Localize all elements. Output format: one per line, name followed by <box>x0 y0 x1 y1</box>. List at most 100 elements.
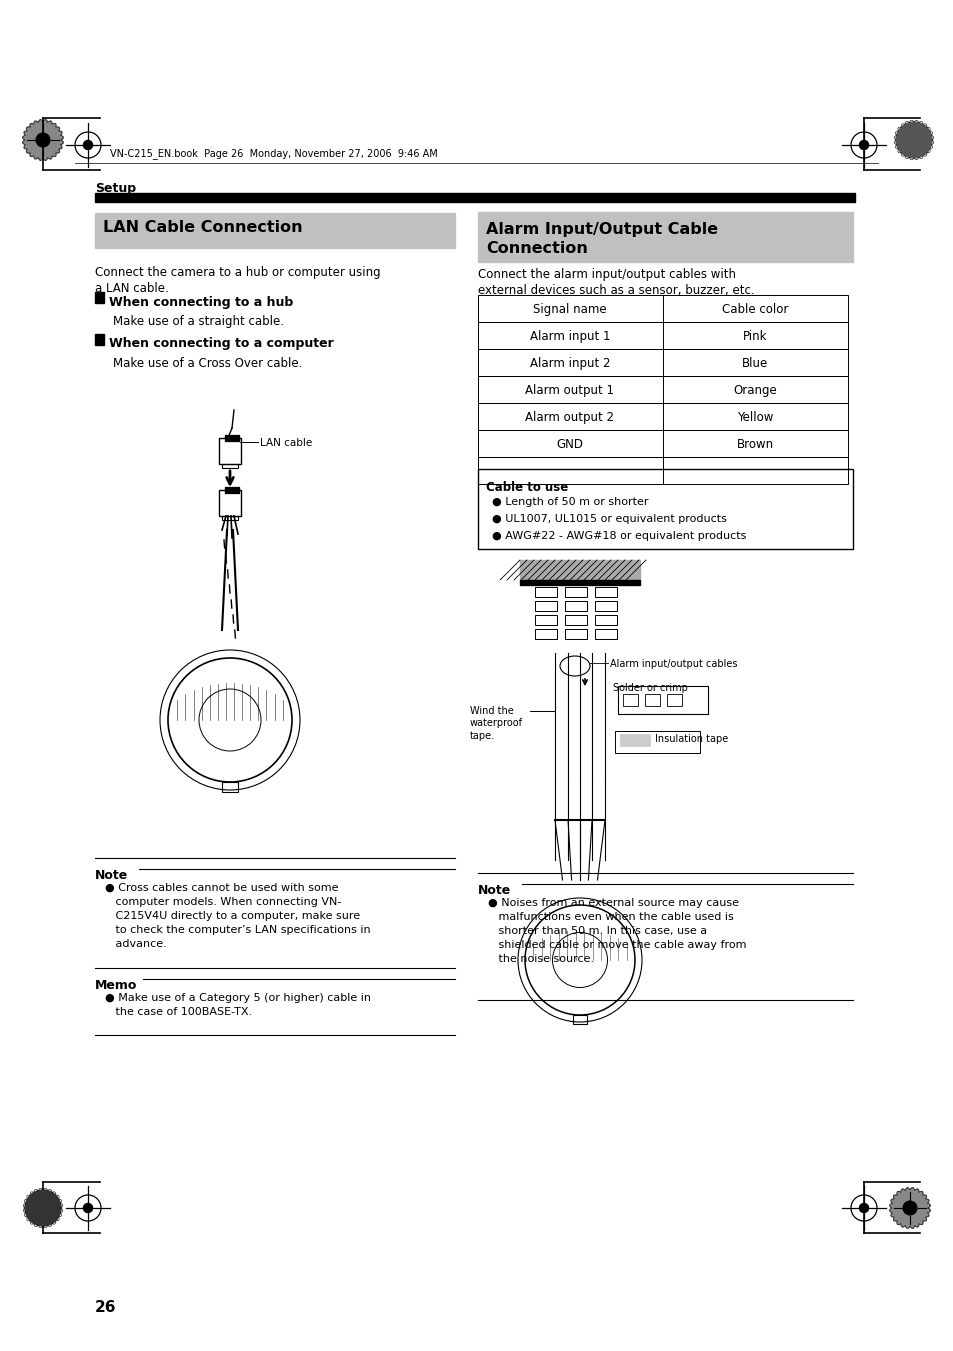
Text: Insulation tape: Insulation tape <box>655 734 727 744</box>
Text: shielded cable or move the cable away from: shielded cable or move the cable away fr… <box>488 940 745 950</box>
Bar <box>236 486 239 493</box>
Bar <box>535 586 557 597</box>
Text: When connecting to a hub: When connecting to a hub <box>109 296 293 309</box>
Bar <box>95 292 104 303</box>
Bar <box>519 561 639 580</box>
Text: Signal name: Signal name <box>533 303 606 316</box>
Text: Connect the alarm input/output cables with
external devices such as a sensor, bu: Connect the alarm input/output cables wi… <box>477 267 754 297</box>
Text: Alarm output 2: Alarm output 2 <box>525 411 614 424</box>
Bar <box>228 435 230 440</box>
Text: Pink: Pink <box>742 330 766 343</box>
Bar <box>477 469 852 549</box>
Bar <box>595 630 617 639</box>
Text: GND: GND <box>556 438 583 451</box>
Text: the case of 100BASE-TX.: the case of 100BASE-TX. <box>105 1006 252 1017</box>
Bar <box>95 193 854 203</box>
Bar <box>564 586 586 597</box>
Bar <box>477 322 847 349</box>
Text: C215V4U directly to a computer, make sure: C215V4U directly to a computer, make sur… <box>105 911 359 921</box>
Bar <box>219 490 241 516</box>
Text: When connecting to a computer: When connecting to a computer <box>109 336 334 350</box>
Bar <box>666 694 681 707</box>
Bar <box>535 630 557 639</box>
Bar <box>236 435 239 440</box>
Text: Note: Note <box>95 869 128 882</box>
Bar <box>595 586 617 597</box>
Bar <box>595 601 617 611</box>
Bar <box>477 295 847 322</box>
Text: Alarm input/output cables: Alarm input/output cables <box>609 659 737 669</box>
Text: LAN Cable Connection: LAN Cable Connection <box>103 220 302 235</box>
Bar <box>477 376 847 403</box>
Text: malfunctions even when the cable used is: malfunctions even when the cable used is <box>488 912 733 921</box>
Bar <box>564 601 586 611</box>
Bar <box>644 694 659 707</box>
Bar <box>233 486 235 493</box>
Bar <box>618 686 707 713</box>
Circle shape <box>895 122 931 158</box>
Text: computer models. When connecting VN-: computer models. When connecting VN- <box>105 897 341 907</box>
Bar <box>222 782 237 792</box>
Circle shape <box>859 141 867 150</box>
Text: Blue: Blue <box>741 357 767 370</box>
Circle shape <box>25 1190 61 1225</box>
Bar <box>519 580 639 585</box>
Text: Setup: Setup <box>95 182 136 195</box>
Text: 26: 26 <box>95 1300 116 1315</box>
Bar <box>225 435 227 440</box>
Text: ● Make use of a Category 5 (or higher) cable in: ● Make use of a Category 5 (or higher) c… <box>105 993 371 1002</box>
Circle shape <box>36 134 50 147</box>
Circle shape <box>902 1201 916 1215</box>
Text: Make use of a straight cable.: Make use of a straight cable. <box>112 315 284 328</box>
Text: Wind the
waterproof
tape.: Wind the waterproof tape. <box>470 707 522 740</box>
Text: Yellow: Yellow <box>736 411 772 424</box>
Text: Solder or crimp: Solder or crimp <box>613 684 687 693</box>
Bar <box>95 334 104 345</box>
Text: Note: Note <box>477 884 511 897</box>
Text: advance.: advance. <box>105 939 167 948</box>
Bar <box>535 615 557 626</box>
Bar <box>95 213 455 249</box>
Bar <box>564 615 586 626</box>
Bar <box>477 457 847 484</box>
Text: Alarm input 1: Alarm input 1 <box>529 330 610 343</box>
Circle shape <box>859 1204 867 1213</box>
Text: Alarm input 2: Alarm input 2 <box>529 357 610 370</box>
Bar <box>615 731 700 753</box>
Text: Cable to use: Cable to use <box>485 481 568 494</box>
Bar <box>228 486 230 493</box>
Text: Alarm output 1: Alarm output 1 <box>525 384 614 397</box>
Bar <box>231 435 233 440</box>
Circle shape <box>83 1204 92 1213</box>
Bar <box>477 212 852 262</box>
Bar <box>595 615 617 626</box>
Bar <box>233 435 235 440</box>
Polygon shape <box>23 120 63 161</box>
Bar <box>222 463 237 467</box>
Text: ● Noises from an external source may cause: ● Noises from an external source may cau… <box>488 898 739 908</box>
Bar <box>477 430 847 457</box>
Bar <box>477 403 847 430</box>
Text: to check the computer’s LAN specifications in: to check the computer’s LAN specificatio… <box>105 925 370 935</box>
Text: Orange: Orange <box>732 384 776 397</box>
Text: Make use of a Cross Over cable.: Make use of a Cross Over cable. <box>112 357 302 370</box>
Bar <box>231 486 233 493</box>
Text: shorter than 50 m. In this case, use a: shorter than 50 m. In this case, use a <box>488 925 706 936</box>
Bar <box>225 486 227 493</box>
Bar <box>477 349 847 376</box>
Bar <box>222 516 237 520</box>
Polygon shape <box>889 1188 929 1228</box>
Bar <box>535 601 557 611</box>
Bar <box>219 438 241 463</box>
Text: Alarm Input/Output Cable
Connection: Alarm Input/Output Cable Connection <box>485 222 718 255</box>
Text: the noise source.: the noise source. <box>488 954 594 965</box>
Text: LAN cable: LAN cable <box>260 438 312 449</box>
Bar <box>573 1015 586 1024</box>
Bar <box>619 734 649 746</box>
Text: ● Cross cables cannot be used with some: ● Cross cables cannot be used with some <box>105 884 338 893</box>
Text: ● Length of 50 m or shorter: ● Length of 50 m or shorter <box>492 497 648 507</box>
Text: ● AWG#22 - AWG#18 or equivalent products: ● AWG#22 - AWG#18 or equivalent products <box>492 531 745 540</box>
Bar <box>622 694 638 707</box>
Text: ● UL1007, UL1015 or equivalent products: ● UL1007, UL1015 or equivalent products <box>492 513 726 524</box>
Text: Memo: Memo <box>95 979 137 992</box>
